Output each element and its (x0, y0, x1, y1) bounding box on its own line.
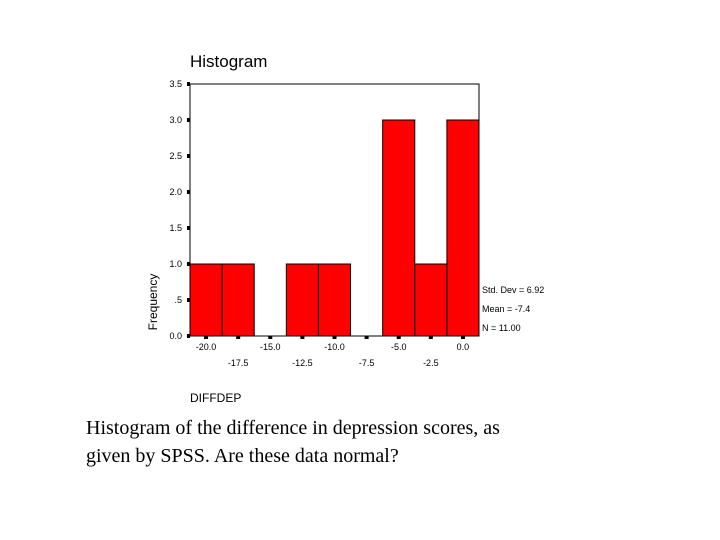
y-tick-label: 2.5 (169, 151, 182, 161)
y-tick-label: .5 (174, 295, 182, 305)
y-tick-mark (187, 154, 190, 158)
x-tick-label: -5.0 (391, 342, 407, 352)
x-tick-label: 0.0 (457, 342, 470, 352)
histogram-chart: Histogram 0.0.51.01.52.02.53.03.5 -20.0-… (146, 52, 544, 405)
stats-line: Std. Dev = 6.92 (482, 285, 544, 295)
x-tick-label: -17.5 (228, 358, 249, 368)
x-tick-mark (364, 336, 369, 339)
histogram-bar (189, 263, 223, 337)
histogram-bar (285, 263, 319, 337)
histogram-bar (221, 263, 255, 337)
y-tick-label: 1.0 (169, 259, 182, 269)
x-tick-label: -15.0 (260, 342, 281, 352)
y-tick-mark (187, 262, 190, 266)
x-tick-label: -20.0 (196, 342, 217, 352)
stats-line: N = 11.00 (482, 323, 521, 333)
y-tick-label: 0.0 (169, 331, 182, 341)
histogram-bar (382, 119, 416, 337)
y-tick-label: 1.5 (169, 223, 182, 233)
histogram-bar (317, 263, 352, 337)
x-tick-mark (396, 336, 401, 339)
stats-line: Mean = -7.4 (482, 304, 530, 314)
chart-title: Histogram (190, 52, 267, 71)
y-tick-mark (187, 298, 190, 302)
y-tick-mark (187, 190, 190, 194)
bars (189, 119, 480, 337)
y-tick-label: 2.0 (169, 187, 182, 197)
x-tick-mark (428, 336, 433, 339)
x-tick-mark (300, 336, 305, 339)
y-tick-label: 3.5 (169, 79, 182, 89)
histogram-bar (446, 119, 480, 337)
x-tick-mark (268, 336, 273, 339)
y-tick-mark (187, 334, 190, 338)
x-axis: -20.0 -15.0 -10.0 -5.0 0.0 -17.5 -12.5 -7.5 -2.5 (196, 336, 469, 368)
slide-caption: Histogram of the difference in depressio… (86, 414, 646, 470)
x-tick-mark (204, 336, 209, 339)
caption-line-2: given by SPSS. Are these data normal? (86, 445, 399, 467)
y-axis: 0.0 .5 1.0 1.5 2.0 2.5 3.0 3.5 (169, 79, 190, 341)
y-tick-mark (187, 118, 190, 122)
y-axis-label: Frequency (146, 274, 160, 331)
stats-block: Std. Dev = 6.92 Mean = -7.4 N = 11.00 (482, 285, 544, 333)
y-tick-mark (187, 226, 190, 230)
x-tick-label: -10.0 (324, 342, 345, 352)
y-tick-mark (187, 82, 190, 86)
x-axis-label: DIFFDEP (190, 391, 241, 405)
x-tick-mark (460, 336, 465, 339)
x-tick-mark (236, 336, 241, 339)
histogram-bar (414, 263, 448, 337)
caption-line-1: Histogram of the difference in depressio… (86, 417, 500, 439)
x-tick-label: -12.5 (292, 358, 313, 368)
x-tick-label: -2.5 (423, 358, 439, 368)
x-tick-label: -7.5 (359, 358, 375, 368)
x-tick-mark (332, 336, 337, 339)
y-tick-label: 3.0 (169, 115, 182, 125)
